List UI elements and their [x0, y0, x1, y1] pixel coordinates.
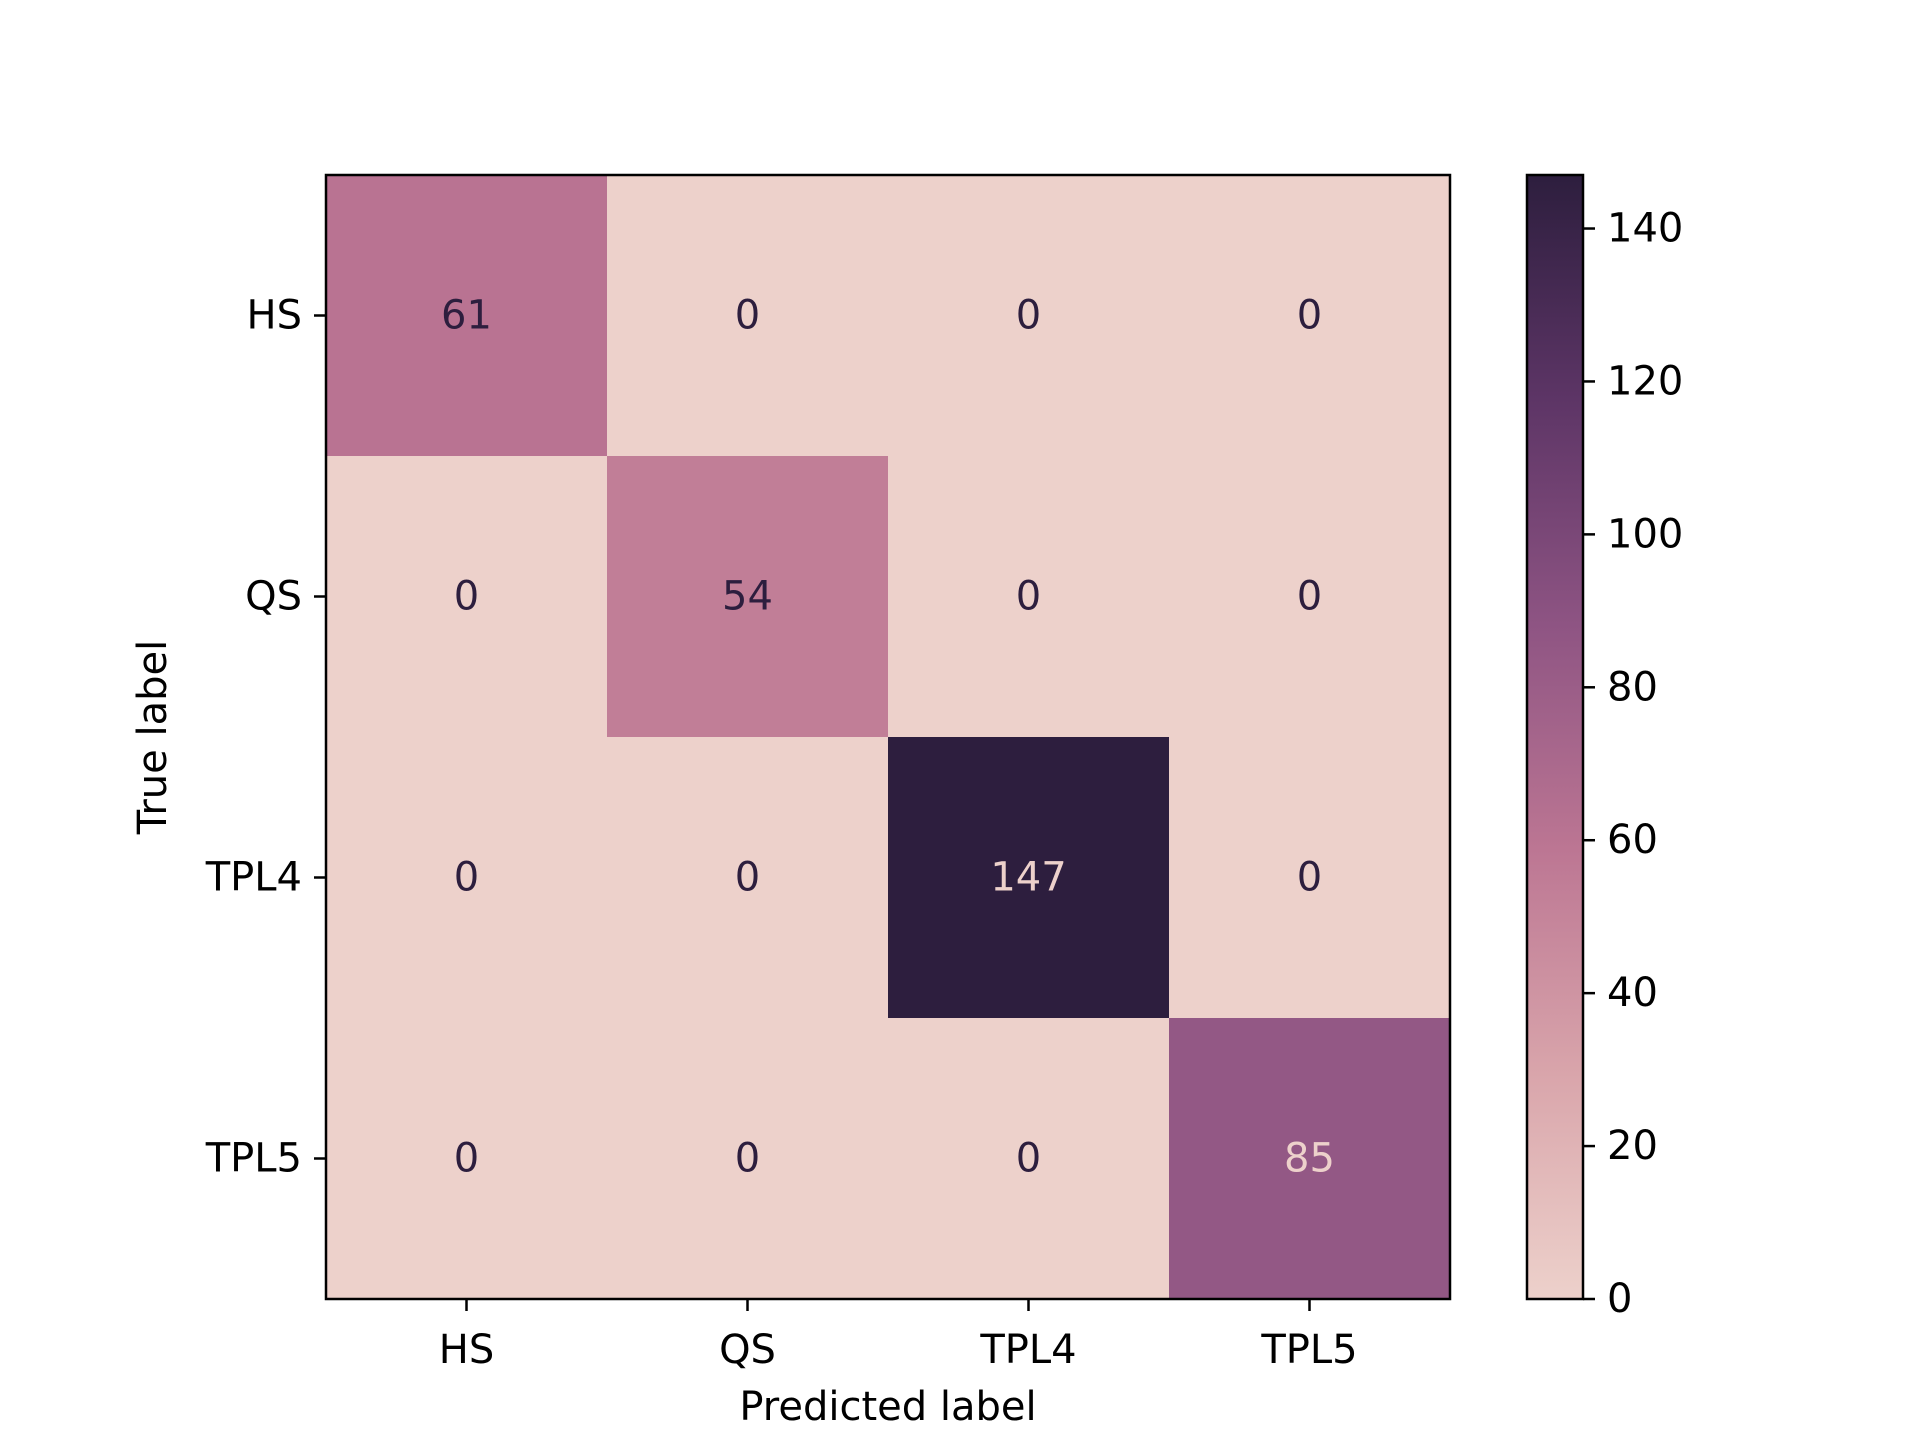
colorbar-tick-label: 60: [1607, 817, 1658, 863]
matrix-cell: [607, 1018, 889, 1300]
cell-value-label: 0: [735, 855, 760, 901]
y-axis-ticks: HS QS TPL4 TPL5: [205, 293, 326, 1182]
cell-value-label: 0: [454, 1136, 479, 1182]
colorbar-tick-label: 100: [1607, 511, 1683, 557]
y-axis-label: True label: [130, 640, 176, 835]
matrix-cell: [888, 1018, 1170, 1300]
matrix-cell: [888, 456, 1170, 738]
cell-value-label: 0: [1297, 293, 1322, 339]
cell-value-label: 0: [1016, 293, 1041, 339]
cell-value-label: 0: [1016, 574, 1041, 620]
cell-value-labels: 61 0 0 0 0 54 0 0 0 0 147 0 0 0 0 85: [441, 293, 1335, 1182]
colorbar-tick-label: 120: [1607, 358, 1683, 404]
matrix-cells: [326, 175, 1451, 1300]
colorbar-ticks: 0 20 40 60 80 100 120 140: [1583, 206, 1683, 1322]
matrix-cell: [888, 175, 1170, 457]
colorbar-tick-label: 20: [1607, 1123, 1658, 1169]
matrix-cell: [326, 175, 608, 457]
cell-value-label: 0: [454, 855, 479, 901]
matrix-cell: [1169, 456, 1451, 738]
colorbar-tick-label: 80: [1607, 664, 1658, 710]
colorbar-frame: [1525, 173, 1585, 1301]
cell-value-label: 0: [735, 1136, 760, 1182]
cell-value-label: 0: [1016, 1136, 1041, 1182]
matrix-cell: [607, 456, 889, 738]
y-tick-label: HS: [247, 293, 302, 339]
cell-value-label: 54: [722, 574, 773, 620]
cell-value-label: 61: [441, 293, 492, 339]
colorbar-tick-label: 0: [1607, 1276, 1632, 1322]
matrix-cell: [1169, 737, 1451, 1019]
matrix-cell: [607, 175, 889, 457]
matrix-cell: [326, 1018, 608, 1300]
matrix-cell: [607, 737, 889, 1019]
y-tick-label: TPL5: [205, 1136, 302, 1182]
y-tick-label: QS: [245, 574, 302, 620]
matrix-cell: [326, 737, 608, 1019]
cell-value-label: 0: [1297, 574, 1322, 620]
matrix-cell: [1169, 175, 1451, 457]
x-tick-label: QS: [719, 1327, 776, 1373]
matrix-cell: [888, 737, 1170, 1019]
matrix-cell: [1169, 1018, 1451, 1300]
colorbar: [1527, 175, 1583, 1299]
cell-value-label: 0: [454, 574, 479, 620]
cell-value-label: 85: [1284, 1136, 1335, 1182]
cell-value-label: 147: [990, 855, 1066, 901]
matrix-cell: [326, 456, 608, 738]
x-tick-label: TPL4: [979, 1327, 1076, 1373]
x-axis-ticks: HS QS TPL4 TPL5: [439, 1299, 1358, 1373]
cell-value-label: 0: [735, 293, 760, 339]
cell-value-label: 0: [1297, 855, 1322, 901]
plot-frame: [324, 173, 1452, 1301]
colorbar-tick-label: 40: [1607, 970, 1658, 1016]
colorbar-tick-label: 140: [1607, 206, 1683, 252]
y-tick-label: TPL4: [205, 855, 302, 901]
x-tick-label: TPL5: [1260, 1327, 1357, 1373]
x-tick-label: HS: [439, 1327, 494, 1373]
x-axis-label: Predicted label: [739, 1384, 1036, 1430]
